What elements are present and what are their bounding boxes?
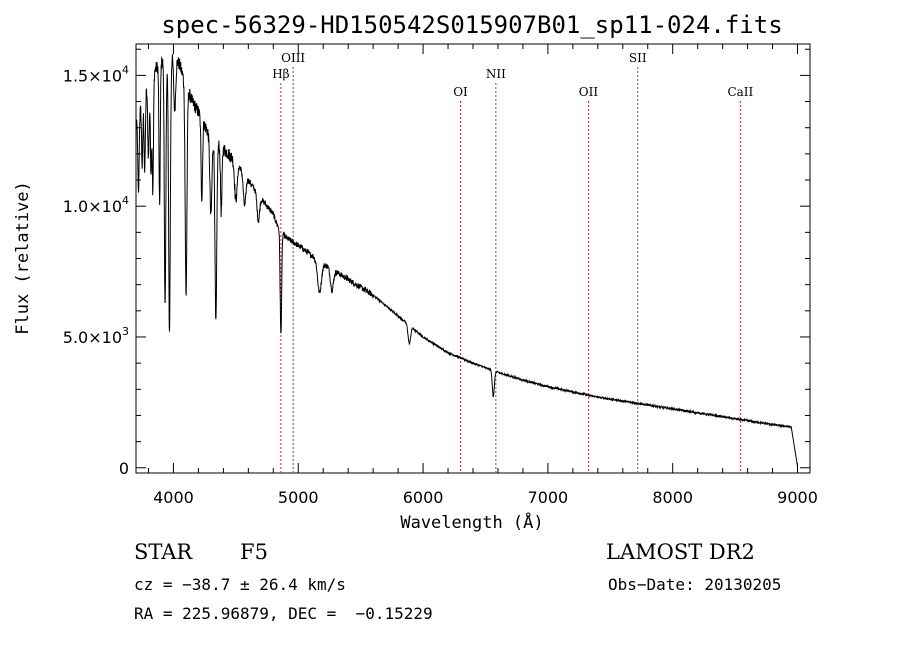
spectral-line-label: Hβ <box>272 67 289 81</box>
spectrum-line <box>135 54 798 468</box>
x-tick-label: 9000 <box>777 488 818 507</box>
spectral-line-label: OIII <box>281 51 305 65</box>
y-tick-label: 1.0×104 <box>63 194 129 216</box>
spectral-line-markers: Hβ OIII OI NII OII SII CaII <box>272 51 754 473</box>
spectral-line-label: OII <box>579 85 599 99</box>
x-tick-label: 4000 <box>153 488 194 507</box>
x-tick-label: 8000 <box>652 488 693 507</box>
x-tick-label: 6000 <box>403 488 444 507</box>
object-class: STAR <box>134 540 193 564</box>
plot-frame <box>135 43 811 474</box>
y-axis: 0 5.0×103 1.0×104 1.5×104 <box>63 48 810 478</box>
spectral-line-label: SII <box>629 51 647 65</box>
coordinates: RA = 225.96879, DEC = −0.15229 <box>134 604 433 623</box>
y-axis-label: Flux (relative) <box>13 181 33 335</box>
x-tick-label: 5000 <box>278 488 319 507</box>
y-tick-label: 5.0×103 <box>63 325 129 347</box>
spectral-line-label: NII <box>486 67 506 81</box>
y-tick-label: 0 <box>119 459 129 478</box>
object-subclass: F5 <box>240 540 268 564</box>
x-tick-label: 7000 <box>528 488 569 507</box>
spectral-line-label: OI <box>453 85 468 99</box>
x-axis-label: Wavelength (Å) <box>400 511 543 533</box>
spectral-line-label: CaII <box>727 85 753 99</box>
x-axis: 4000 5000 6000 7000 8000 9000 <box>147 44 818 507</box>
redshift-velocity: cz = −38.7 ± 26.4 km/s <box>134 575 346 594</box>
survey-name: LAMOST DR2 <box>606 540 755 564</box>
chart-title: spec-56329-HD150542S015907B01_sp11-024.f… <box>161 11 782 39</box>
observation-date: Obs−Date: 20130205 <box>608 575 782 594</box>
y-tick-label: 1.5×104 <box>63 63 129 85</box>
